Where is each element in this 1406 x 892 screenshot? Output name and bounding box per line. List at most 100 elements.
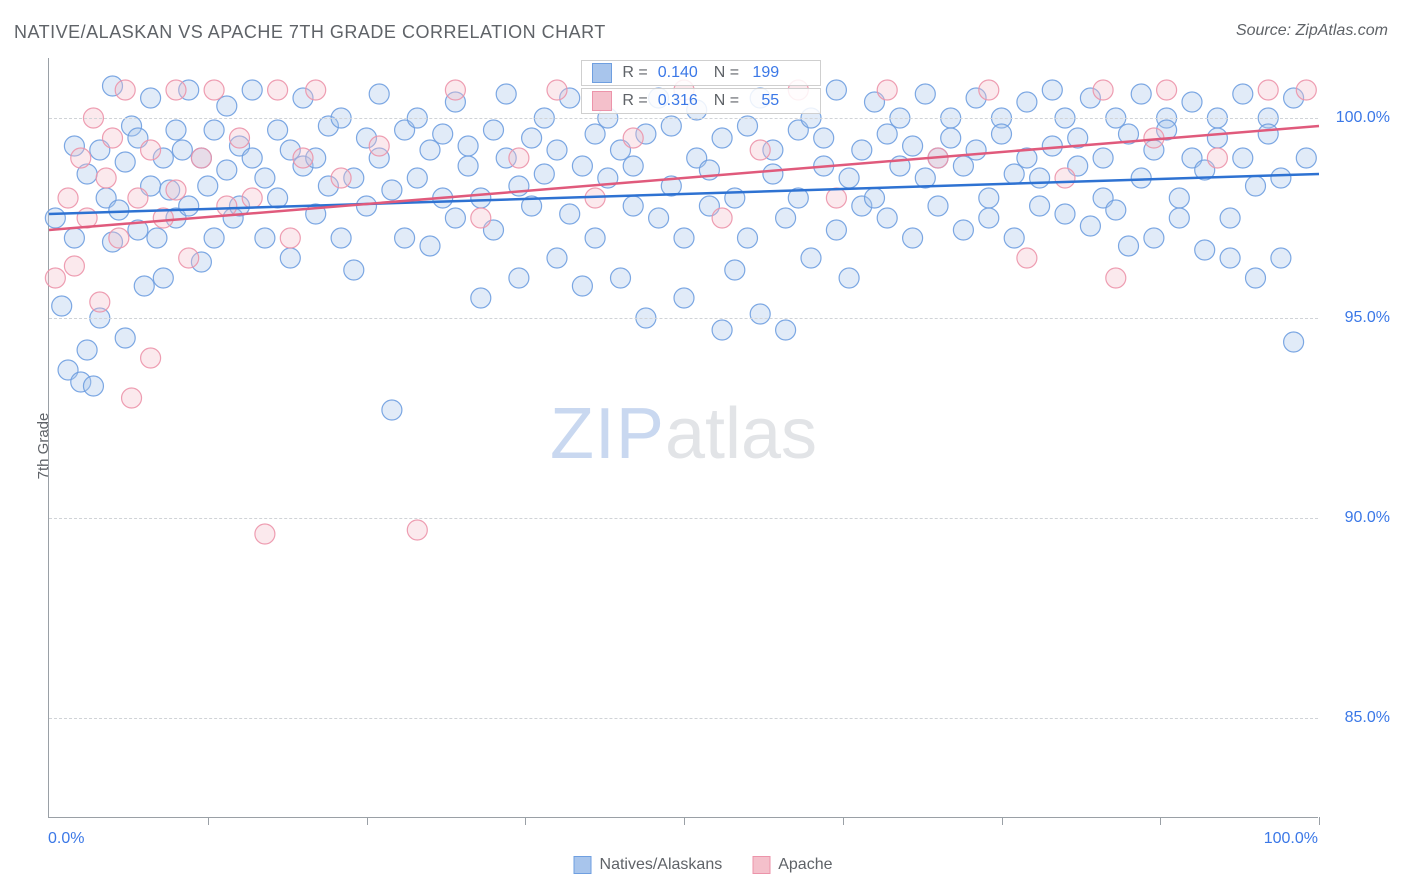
scatter-point [445, 208, 465, 228]
scatter-point [649, 208, 669, 228]
scatter-point [1233, 148, 1253, 168]
scatter-point [204, 120, 224, 140]
scatter-point [96, 168, 116, 188]
scatter-point [109, 228, 129, 248]
scatter-point [674, 228, 694, 248]
scatter-point [77, 208, 97, 228]
scatter-point [458, 136, 478, 156]
scatter-point [103, 128, 123, 148]
scatter-point [369, 136, 389, 156]
scatter-point [1207, 128, 1227, 148]
scatter-point [198, 176, 218, 196]
scatter-point [776, 320, 796, 340]
scatter-point [547, 80, 567, 100]
scatter-point [433, 124, 453, 144]
scatter-point [1169, 208, 1189, 228]
scatter-point [255, 228, 275, 248]
stat-r-value: 0.316 [658, 92, 698, 110]
scatter-point [1004, 228, 1024, 248]
gridline [49, 118, 1318, 119]
gridline [49, 318, 1318, 319]
plot-svg [49, 58, 1318, 817]
scatter-point [115, 152, 135, 172]
scatter-point [623, 128, 643, 148]
scatter-point [147, 228, 167, 248]
scatter-point [1093, 148, 1113, 168]
scatter-point [293, 148, 313, 168]
scatter-point [623, 196, 643, 216]
scatter-point [1284, 332, 1304, 352]
scatter-point [45, 268, 65, 288]
scatter-point [204, 80, 224, 100]
scatter-point [407, 520, 427, 540]
scatter-point [83, 376, 103, 396]
scatter-point [395, 228, 415, 248]
scatter-point [1042, 80, 1062, 100]
x-tick [1319, 817, 1320, 825]
scatter-point [1271, 248, 1291, 268]
scatter-point [420, 140, 440, 160]
legend-item: Apache [752, 856, 832, 874]
scatter-point [191, 148, 211, 168]
scatter-point [122, 388, 142, 408]
legend-bottom: Natives/Alaskans Apache [574, 856, 833, 874]
scatter-point [763, 164, 783, 184]
scatter-point [1258, 124, 1278, 144]
scatter-point [801, 248, 821, 268]
scatter-point [255, 168, 275, 188]
scatter-point [865, 188, 885, 208]
scatter-point [331, 168, 351, 188]
scatter-point [382, 180, 402, 200]
scatter-point [966, 140, 986, 160]
scatter-point [1055, 168, 1075, 188]
scatter-point [369, 84, 389, 104]
scatter-point [217, 96, 237, 116]
gridline [49, 718, 1318, 719]
scatter-point [230, 128, 250, 148]
stats-box: R =0.316N =55 [581, 88, 821, 114]
scatter-point [268, 80, 288, 100]
stat-n-label: N = [714, 92, 739, 110]
scatter-point [712, 128, 732, 148]
scatter-point [496, 84, 516, 104]
scatter-point [344, 260, 364, 280]
scatter-point [1296, 148, 1316, 168]
scatter-point [166, 180, 186, 200]
y-tick-label: 85.0% [1345, 709, 1390, 727]
legend-swatch [752, 856, 770, 874]
legend-label: Apache [778, 856, 832, 874]
scatter-point [826, 188, 846, 208]
scatter-point [306, 80, 326, 100]
scatter-point [1195, 240, 1215, 260]
scatter-point [420, 236, 440, 256]
x-axis-label-right: 100.0% [1264, 830, 1318, 848]
x-tick [208, 817, 209, 825]
y-tick-label: 100.0% [1336, 109, 1390, 127]
scatter-point [826, 80, 846, 100]
scatter-point [1144, 228, 1164, 248]
scatter-point [903, 228, 923, 248]
scatter-point [471, 208, 491, 228]
x-tick [1002, 817, 1003, 825]
scatter-point [1207, 148, 1227, 168]
scatter-point [522, 128, 542, 148]
scatter-point [58, 188, 78, 208]
scatter-point [1246, 176, 1266, 196]
chart-source: Source: ZipAtlas.com [1236, 22, 1388, 40]
scatter-point [572, 156, 592, 176]
scatter-point [242, 188, 262, 208]
scatter-point [738, 228, 758, 248]
x-axis-label-left: 0.0% [48, 830, 84, 848]
legend-label: Natives/Alaskans [600, 856, 723, 874]
scatter-point [674, 288, 694, 308]
scatter-point [572, 276, 592, 296]
scatter-point [1119, 236, 1139, 256]
scatter-point [71, 148, 91, 168]
scatter-point [357, 196, 377, 216]
scatter-point [90, 292, 110, 312]
scatter-point [1169, 188, 1189, 208]
scatter-point [1080, 216, 1100, 236]
scatter-point [852, 140, 872, 160]
scatter-point [1271, 168, 1291, 188]
scatter-point [280, 228, 300, 248]
